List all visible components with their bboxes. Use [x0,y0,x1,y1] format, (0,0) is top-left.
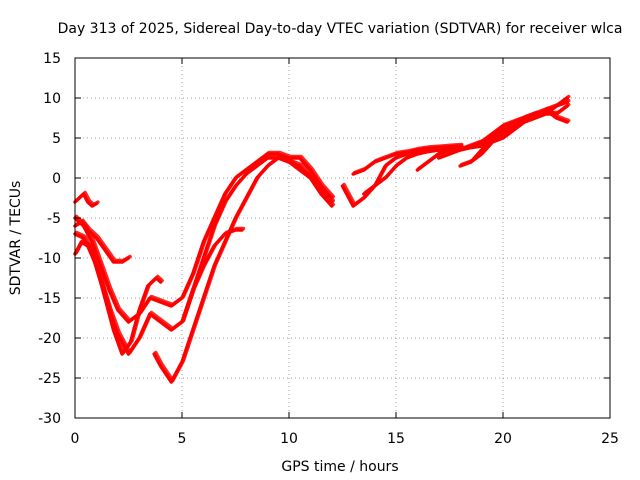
x-tick-label: 5 [178,431,187,447]
grid [75,58,610,418]
axis-ticks [74,57,611,419]
x-tick-label: 20 [494,431,512,447]
y-tick-label: -20 [38,331,61,347]
y-axis-tick-labels: -30 -25 -20 -15 -10 -5 0 5 10 15 [38,51,61,427]
series-9-line-thickness [352,142,464,175]
series-6-line [152,156,334,384]
x-tick-label: 10 [280,431,298,447]
plot-frame [74,57,611,419]
x-axis-label: GPS time / hours [281,459,398,475]
series-5-line-thickness [74,238,164,355]
y-tick-label: -5 [47,211,61,227]
series-3-line-thickness [74,150,336,323]
series-7-line-thickness [181,226,246,323]
y-tick-label: 10 [43,91,61,107]
series-1-line-thickness [74,190,100,207]
y-tick-label: -15 [38,291,61,307]
y-tick-label: -10 [38,251,61,267]
x-tick-label: 15 [387,431,405,447]
y-tick-label: 15 [43,51,61,67]
chart-title: Day 313 of 2025, Sidereal Day-to-day VTE… [58,21,623,37]
y-tick-label: 0 [52,171,61,187]
series-14-line-thickness [470,94,571,163]
series-13-line-thickness [459,106,571,167]
y-tick-label: -30 [38,411,61,427]
series-10-line-thickness [363,144,464,195]
x-axis-tick-labels: 0 5 10 15 20 25 [71,431,619,447]
y-axis-label: SDTVAR / TECUs [8,181,24,296]
x-tick-label: 0 [71,431,80,447]
y-tick-label: 5 [52,131,61,147]
series-6-line-thickness [153,154,336,383]
x-tick-label: 25 [601,431,619,447]
data-traces [73,94,571,384]
y-tick-label: -25 [38,371,61,387]
